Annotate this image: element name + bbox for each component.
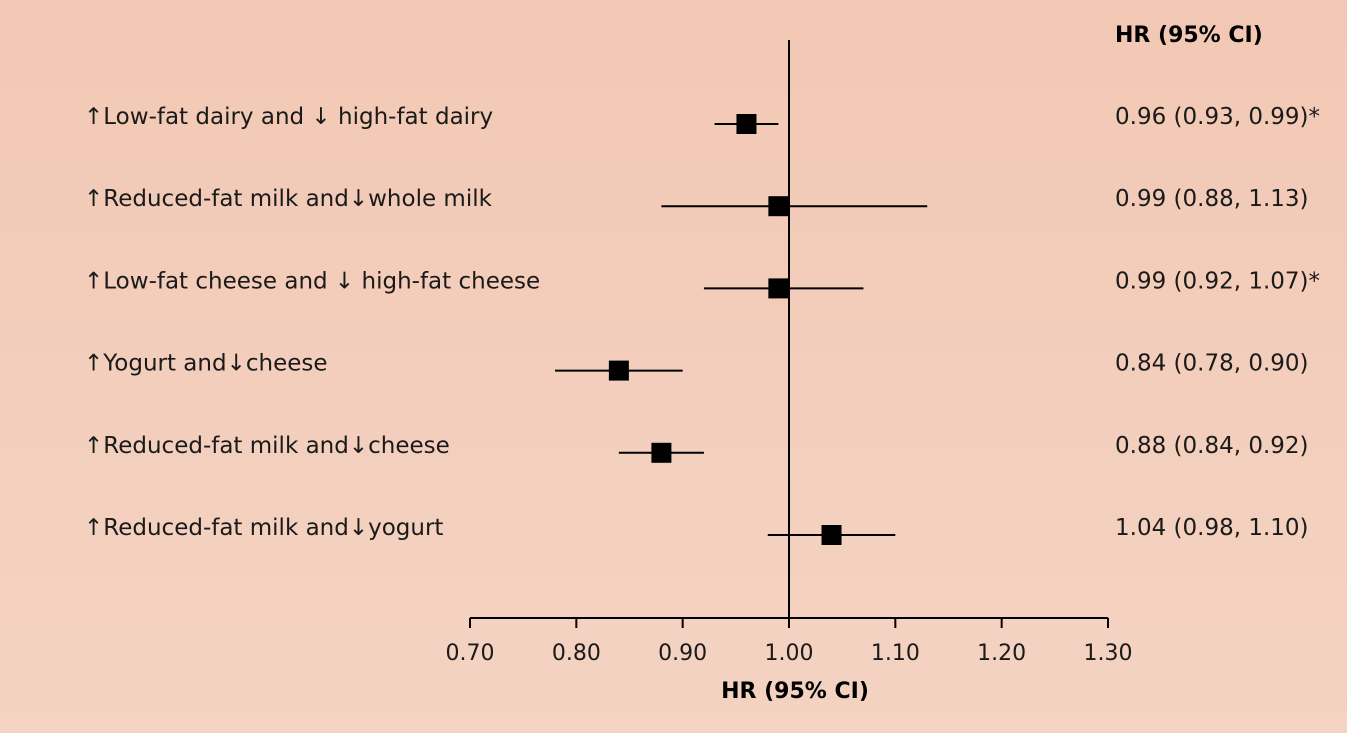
- x-axis-title: HR (95% CI): [721, 679, 869, 704]
- forest-row: ↑Reduced-fat milk and↓whole milk 0.99 (0.…: [84, 186, 1309, 217]
- point-estimate: [768, 196, 789, 217]
- x-tick-label: 1.00: [765, 641, 814, 666]
- rows-layer: ↑Low-fat dairy and ↓ high-fat dairy 0.96 …: [84, 104, 1320, 545]
- forest-row: ↑Reduced-fat milk and↓cheese 0.88 (0.84, …: [84, 433, 1309, 463]
- point-estimate: [651, 442, 672, 463]
- row-label: ↑Reduced-fat milk and↓cheese: [84, 433, 450, 459]
- x-tick-label: 0.90: [658, 641, 707, 666]
- hr-ci-value: 0.84 (0.78, 0.90): [1115, 351, 1309, 377]
- forest-row: ↑Reduced-fat milk and↓yogurt 1.04 (0.98, …: [84, 515, 1309, 545]
- row-label: ↑Low-fat dairy and ↓ high-fat dairy: [84, 104, 493, 130]
- x-axis: 0.70 0.80 0.90 1.00 1.10 1.20 1.30: [446, 40, 1133, 666]
- hr-column-header: HR (95% CI): [1115, 23, 1263, 48]
- x-tick-label: 1.10: [871, 641, 920, 666]
- hr-ci-value: 0.99 (0.88, 1.13): [1115, 186, 1309, 212]
- point-estimate: [608, 360, 629, 381]
- x-tick-label: 1.20: [977, 641, 1026, 666]
- x-tick-label: 1.30: [1084, 641, 1133, 666]
- hr-ci-value: 1.04 (0.98, 1.10): [1115, 515, 1309, 541]
- hr-ci-value: 0.88 (0.84, 0.92): [1115, 433, 1309, 459]
- row-label: ↑Low-fat cheese and ↓ high-fat cheese: [84, 268, 540, 294]
- x-tick-label: 0.70: [446, 641, 495, 666]
- forest-row: ↑Yogurt and↓cheese 0.84 (0.78, 0.90): [84, 351, 1309, 381]
- forest-row: ↑Low-fat dairy and ↓ high-fat dairy 0.96 …: [84, 104, 1320, 134]
- hr-ci-value: 0.99 (0.92, 1.07)*: [1115, 268, 1320, 294]
- point-estimate: [821, 525, 842, 545]
- x-tick-label: 0.80: [552, 641, 601, 666]
- row-label: ↑Reduced-fat milk and↓whole milk: [84, 186, 493, 212]
- point-estimate: [768, 278, 789, 299]
- row-label: ↑Reduced-fat milk and↓yogurt: [84, 515, 443, 541]
- hr-ci-value: 0.96 (0.93, 0.99)*: [1115, 104, 1320, 130]
- point-estimate: [736, 114, 757, 134]
- forest-row: ↑Low-fat cheese and ↓ high-fat cheese 0.9…: [84, 268, 1320, 299]
- row-label: ↑Yogurt and↓cheese: [84, 351, 328, 377]
